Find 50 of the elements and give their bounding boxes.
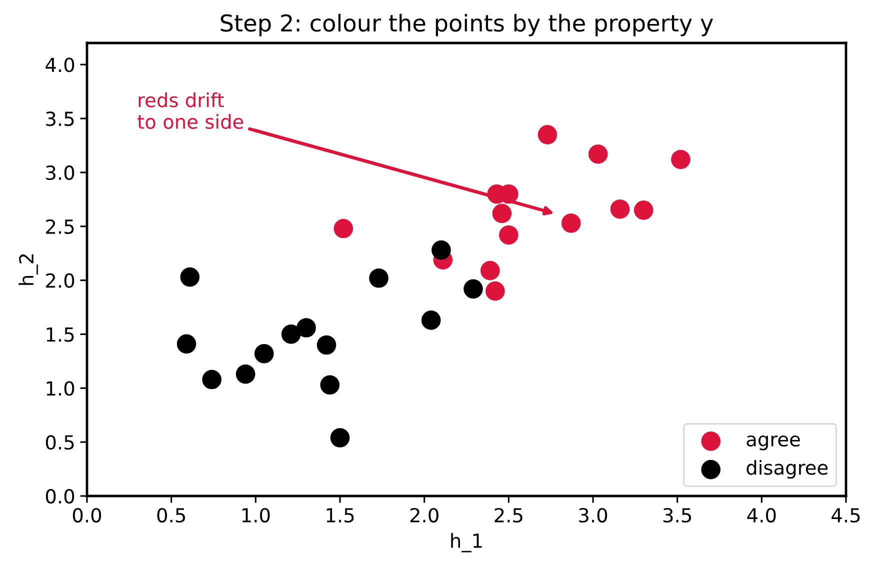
y-tick-label: 1.0 [46, 381, 74, 396]
y-tick-label: 1.5 [46, 327, 74, 342]
y-tick-label: 4.0 [46, 58, 74, 72]
point [432, 240, 451, 260]
x-tick-label: 1.5 [326, 508, 354, 523]
point [610, 199, 630, 219]
point [492, 204, 512, 224]
point [561, 213, 581, 233]
point [588, 144, 608, 164]
point [480, 260, 500, 280]
y-tick-label: 3.0 [46, 165, 74, 180]
point [176, 334, 196, 354]
point [538, 125, 558, 144]
point [369, 268, 388, 288]
x-tick-label: 4.0 [747, 508, 776, 523]
point [334, 218, 354, 238]
point [486, 281, 505, 301]
legend-label: agree [746, 435, 800, 450]
x-tick-label: 2.0 [410, 508, 438, 523]
point [320, 375, 340, 395]
point [499, 225, 518, 245]
point [634, 200, 654, 220]
point [281, 324, 301, 344]
y-tick-label: 2.0 [46, 273, 74, 288]
x-tick-label: 0.0 [72, 508, 102, 523]
point [202, 370, 222, 390]
point [421, 310, 441, 330]
point [671, 150, 690, 170]
x-tick-label: 4.5 [832, 508, 860, 523]
y-tick-label: 0.5 [46, 435, 74, 450]
point [464, 279, 483, 299]
x-tick-label: 0.5 [157, 508, 185, 523]
y-tick-label: 3.5 [46, 112, 74, 126]
point [316, 335, 336, 355]
x-tick-label: 3.0 [579, 508, 608, 523]
y-axis-title: h_2 [18, 254, 38, 285]
point [180, 267, 200, 287]
point [236, 364, 256, 384]
legend-label: disagree [746, 460, 828, 479]
x-tick-label: 1.0 [242, 508, 270, 523]
x-tick-label: 3.5 [663, 508, 691, 523]
x-tick-label: 2.5 [494, 508, 522, 523]
x-axis-title: h_1 [451, 533, 482, 552]
chart-title: Step 2: colour the points by the property y [220, 14, 714, 36]
y-tick-label: 2.5 [46, 219, 74, 234]
annotation: reds drift to one side [138, 92, 244, 129]
point [330, 428, 350, 448]
y-tick-label: 0.0 [46, 489, 74, 504]
point [254, 344, 274, 364]
point [296, 318, 316, 338]
